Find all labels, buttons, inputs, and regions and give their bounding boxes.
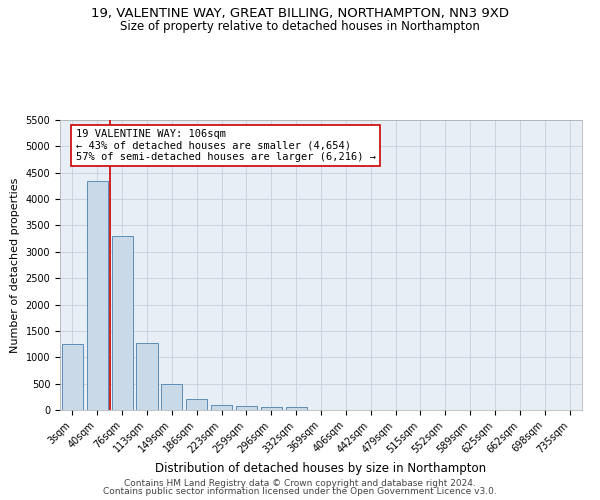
Text: Size of property relative to detached houses in Northampton: Size of property relative to detached ho…: [120, 20, 480, 33]
Bar: [261, 407, 282, 410]
Bar: [112, 236, 133, 410]
Y-axis label: Number of detached properties: Number of detached properties: [10, 178, 20, 352]
Text: Contains HM Land Registry data © Crown copyright and database right 2024.: Contains HM Land Registry data © Crown c…: [124, 478, 476, 488]
Text: Contains public sector information licensed under the Open Government Licence v3: Contains public sector information licen…: [103, 487, 497, 496]
X-axis label: Distribution of detached houses by size in Northampton: Distribution of detached houses by size …: [155, 462, 487, 474]
Bar: [236, 406, 257, 410]
Bar: [211, 406, 232, 410]
Bar: [286, 407, 307, 410]
Bar: [136, 342, 158, 410]
Bar: [161, 384, 182, 410]
Bar: [62, 344, 83, 410]
Text: 19 VALENTINE WAY: 106sqm
← 43% of detached houses are smaller (4,654)
57% of sem: 19 VALENTINE WAY: 106sqm ← 43% of detach…: [76, 128, 376, 162]
Text: 19, VALENTINE WAY, GREAT BILLING, NORTHAMPTON, NN3 9XD: 19, VALENTINE WAY, GREAT BILLING, NORTHA…: [91, 8, 509, 20]
Bar: [87, 180, 108, 410]
Bar: [186, 399, 207, 410]
